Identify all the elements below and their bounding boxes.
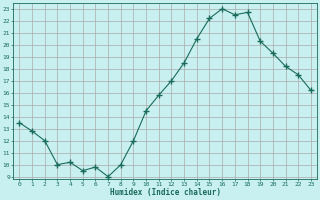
X-axis label: Humidex (Indice chaleur): Humidex (Indice chaleur) (110, 188, 220, 197)
